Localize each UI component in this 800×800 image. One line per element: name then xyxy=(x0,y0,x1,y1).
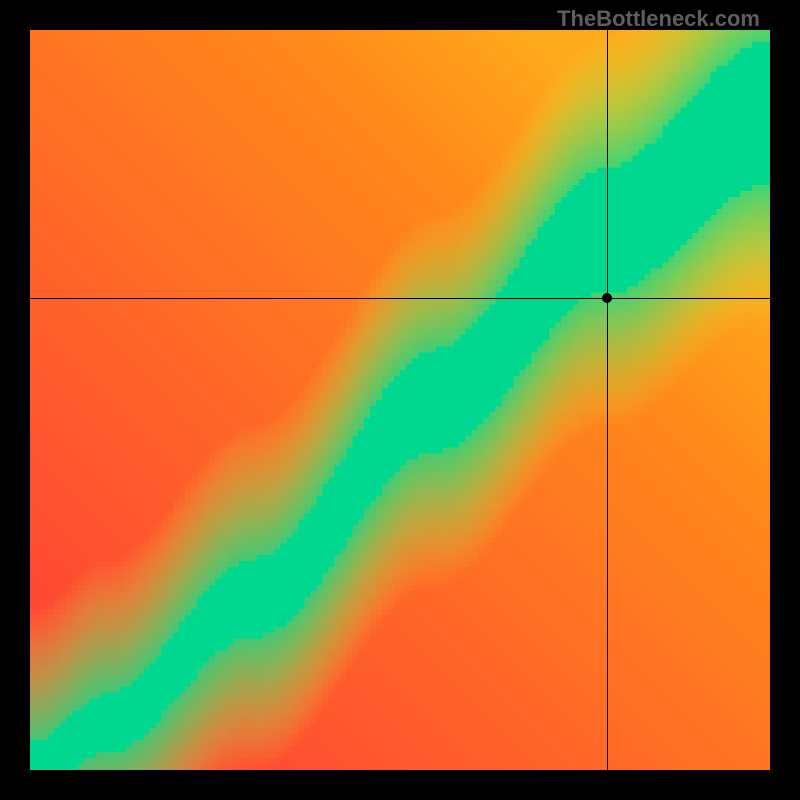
crosshair-vertical xyxy=(607,30,608,770)
crosshair-horizontal xyxy=(30,298,770,299)
heatmap-plot xyxy=(30,30,770,770)
selection-marker xyxy=(602,293,612,303)
heatmap-canvas xyxy=(30,30,770,770)
watermark-text: TheBottleneck.com xyxy=(557,6,760,32)
